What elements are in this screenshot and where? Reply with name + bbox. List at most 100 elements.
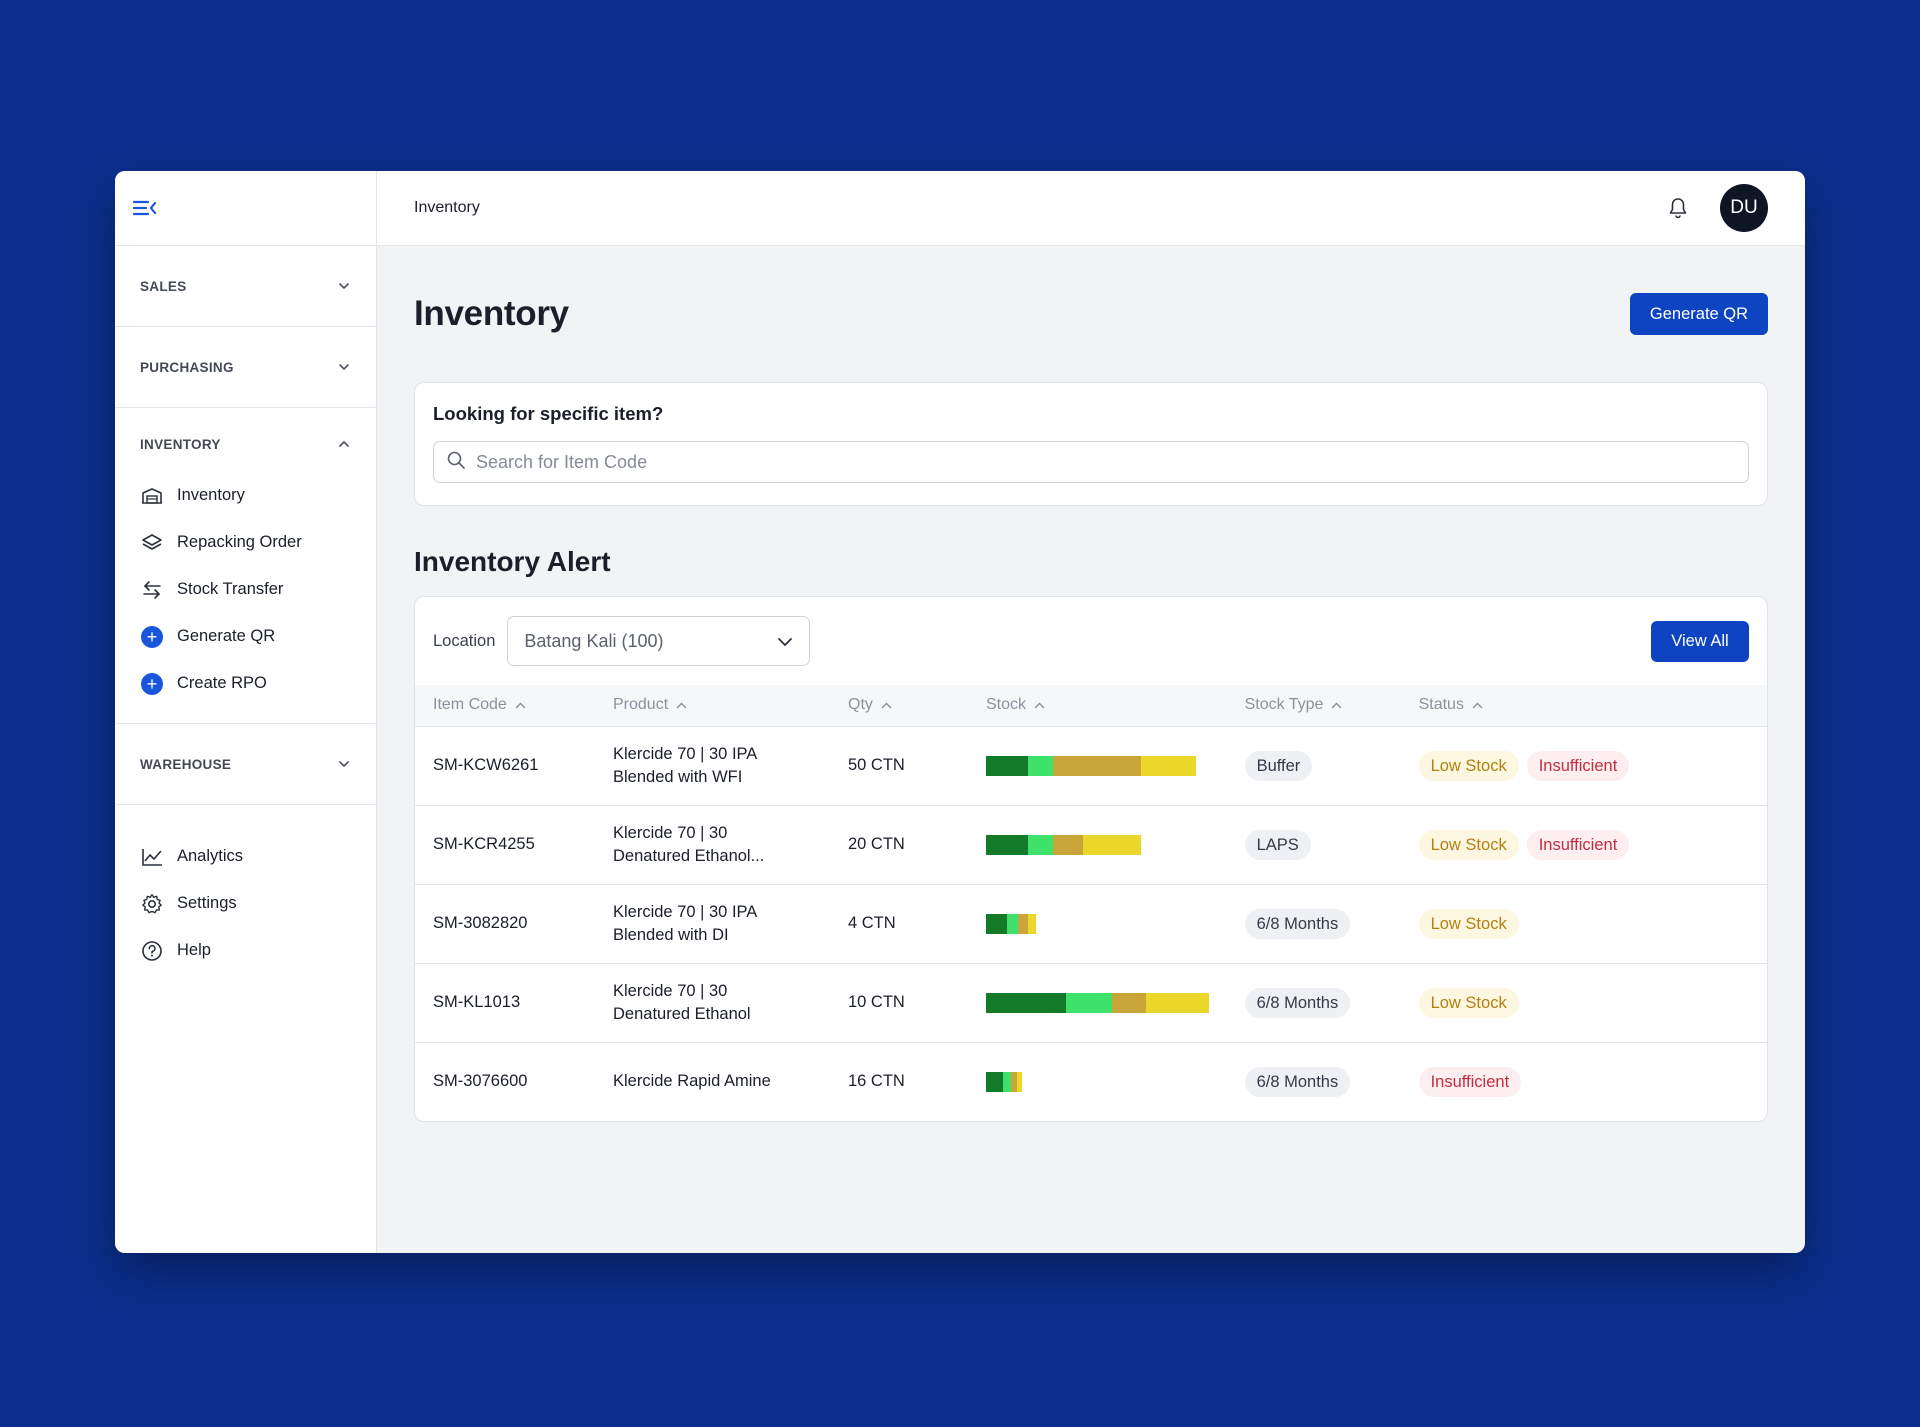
search-card-title: Looking for specific item? — [433, 403, 664, 424]
cell-stock — [968, 805, 1227, 884]
status-badge-low-stock: Low Stock — [1418, 908, 1519, 939]
generate-qr-button[interactable]: Generate QR — [1630, 293, 1768, 335]
purchasing-section-toggle[interactable]: PURCHASING — [140, 327, 351, 407]
chevron-down-icon — [337, 360, 351, 374]
stock-bar-segment — [1053, 755, 1142, 776]
stock-bar-segment — [1111, 992, 1146, 1013]
column-header-qty[interactable]: Qty — [830, 685, 968, 726]
sidebar-item-label: Repacking Order — [177, 533, 302, 551]
cell-status: Low Stock — [1401, 884, 1767, 963]
sidebar-item-label: Stock Transfer — [177, 580, 284, 598]
sidebar-item-label: Inventory — [177, 486, 245, 504]
search-input[interactable] — [476, 451, 1748, 473]
cell-qty: 16 CTN — [830, 1042, 968, 1121]
stock-type-badge: Buffer — [1244, 750, 1313, 781]
warehouse-section-toggle[interactable]: WAREHOUSE — [140, 724, 351, 804]
avatar-initials: DU — [1730, 197, 1758, 218]
sidebar-item-settings[interactable]: Settings — [140, 880, 351, 927]
stock-level-bar — [986, 755, 1209, 776]
stock-bar-segment — [1053, 834, 1083, 855]
sales-section-label: SALES — [140, 278, 187, 294]
menu-collapse-icon[interactable] — [133, 198, 159, 218]
chevron-up-icon — [337, 437, 351, 451]
location-select[interactable]: Batang Kali (100) — [507, 616, 811, 666]
status-badge-low-stock: Low Stock — [1418, 750, 1519, 781]
inventory-section-toggle[interactable]: INVENTORY — [140, 408, 351, 480]
stock-level-bar — [986, 834, 1209, 855]
table-row[interactable]: SM-3076600 Klercide Rapid Amine 16 CTN 6/8 … — [415, 1042, 1767, 1121]
view-all-button[interactable]: View All — [1651, 620, 1749, 662]
qty-text: 50 CTN — [848, 756, 905, 774]
sidebar-item-label: Settings — [177, 894, 237, 912]
product-name-line2: Blended with WFI — [613, 767, 743, 786]
cell-stock — [968, 884, 1227, 963]
column-header-stock[interactable]: Stock — [968, 685, 1227, 726]
cell-item-code: SM-KCW6261 — [415, 726, 595, 805]
cell-product: Klercide Rapid Amine — [595, 1042, 830, 1121]
cell-status: Insufficient — [1401, 1042, 1767, 1121]
bell-icon[interactable] — [1666, 196, 1690, 220]
page-title: Inventory — [414, 294, 569, 333]
sidebar-section-inventory: INVENTORY Inventory Repacking Order — [115, 408, 376, 724]
status-badge-insufficient: Insufficient — [1526, 829, 1630, 860]
cell-qty: 20 CTN — [830, 805, 968, 884]
sidebar-item-inventory[interactable]: Inventory — [140, 472, 351, 519]
sidebar-item-repacking-order[interactable]: Repacking Order — [140, 519, 351, 566]
sidebar-section-sales: SALES — [115, 246, 376, 327]
cell-item-code: SM-3082820 — [415, 884, 595, 963]
cell-item-code: SM-KL1013 — [415, 963, 595, 1042]
sales-section-toggle[interactable]: SALES — [140, 246, 351, 326]
stock-bar-segment — [1017, 913, 1028, 934]
cell-item-code: SM-KCR4255 — [415, 805, 595, 884]
sidebar: SALES PURCHASING INVENTORY — [115, 171, 377, 1253]
column-header-stock-type[interactable]: Stock Type — [1227, 685, 1401, 726]
sidebar-item-generate-qr[interactable]: + Generate QR — [140, 613, 351, 660]
table-row[interactable]: SM-KCR4255 Klercide 70 | 30 Denatured Etha… — [415, 805, 1767, 884]
app-window: SALES PURCHASING INVENTORY — [115, 171, 1805, 1253]
column-header-label: Status — [1418, 696, 1464, 714]
chevron-down-icon — [337, 279, 351, 293]
table-row[interactable]: SM-KCW6261 Klercide 70 | 30 IPA Blended wi… — [415, 726, 1767, 805]
column-header-label: Product — [613, 696, 669, 714]
gear-icon — [140, 892, 164, 916]
cell-product: Klercide 70 | 30 Denatured Ethanol... — [595, 805, 830, 884]
chevron-down-icon — [337, 757, 351, 771]
table-row[interactable]: SM-3082820 Klercide 70 | 30 IPA Blended wi… — [415, 884, 1767, 963]
cell-stock — [968, 1042, 1227, 1121]
product-name-line2: Denatured Ethanol... — [613, 846, 765, 865]
product-name-line1: Klercide Rapid Amine — [613, 1072, 771, 1091]
chart-line-icon — [140, 845, 164, 869]
status-badge-low-stock: Low Stock — [1418, 829, 1519, 860]
sort-ascending-icon — [676, 696, 687, 714]
page-content: Inventory Generate QR Looking for specif… — [377, 246, 1805, 1122]
stock-bar-segment — [986, 1071, 1003, 1092]
cell-item-code: SM-3076600 — [415, 1042, 595, 1121]
stock-bar-segment — [1002, 1071, 1012, 1092]
sidebar-section-warehouse: WAREHOUSE — [115, 724, 376, 805]
cell-qty: 4 CTN — [830, 884, 968, 963]
sidebar-section-purchasing: PURCHASING — [115, 327, 376, 408]
stock-bar-segment — [986, 755, 1028, 776]
table-row[interactable]: SM-KL1013 Klercide 70 | 30 Denatured Ethan… — [415, 963, 1767, 1042]
stock-bar-segment — [1028, 834, 1054, 855]
inventory-alert-card: Location Batang Kali (100) View All Item… — [414, 596, 1768, 1122]
column-header-item-code[interactable]: Item Code — [415, 685, 595, 726]
location-select-value: Batang Kali (100) — [524, 630, 664, 651]
stock-level-bar — [986, 913, 1209, 934]
main-area: Inventory DU Inventory Generate QR Looki… — [377, 171, 1805, 1253]
cell-status: Low Stock — [1401, 963, 1767, 1042]
sidebar-item-create-rpo[interactable]: + Create RPO — [140, 660, 351, 707]
cell-status: Low Stock Insufficient — [1401, 805, 1767, 884]
stock-bar-segment — [1028, 913, 1037, 934]
table-body: SM-KCW6261 Klercide 70 | 30 IPA Blended wi… — [415, 726, 1767, 1121]
cell-stock-type: 6/8 Months — [1227, 1042, 1401, 1121]
sidebar-item-help[interactable]: Help — [140, 927, 351, 974]
avatar[interactable]: DU — [1720, 184, 1768, 232]
sidebar-item-analytics[interactable]: Analytics — [140, 833, 351, 880]
qty-text: 20 CTN — [848, 835, 905, 853]
column-header-status[interactable]: Status — [1401, 685, 1767, 726]
column-header-product[interactable]: Product — [595, 685, 830, 726]
stock-level-bar — [986, 1071, 1209, 1092]
stock-bar-segment — [1011, 1071, 1018, 1092]
sidebar-item-stock-transfer[interactable]: Stock Transfer — [140, 566, 351, 613]
